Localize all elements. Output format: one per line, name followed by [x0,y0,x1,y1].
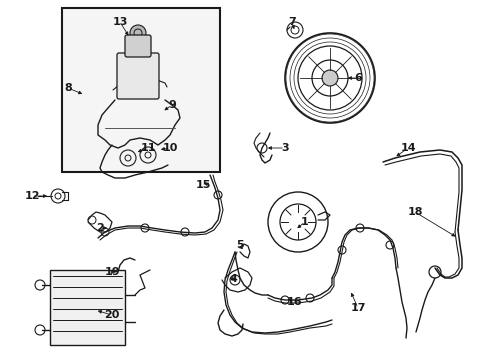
Text: 7: 7 [287,17,295,27]
Text: 6: 6 [353,73,361,83]
Text: 11: 11 [140,143,156,153]
Text: 12: 12 [24,191,40,201]
Circle shape [321,70,337,86]
Text: 8: 8 [64,83,72,93]
FancyBboxPatch shape [117,53,159,99]
Bar [62,8,220,172]
Text: 13: 13 [112,17,127,27]
Text: 15: 15 [195,180,210,190]
Text: 1: 1 [301,217,308,227]
Circle shape [130,25,146,41]
Text: 19: 19 [104,267,120,277]
Text: 3: 3 [281,143,288,153]
FancyBboxPatch shape [125,35,151,57]
Text: 17: 17 [349,303,365,313]
Bar [50,270,125,345]
Text: 14: 14 [399,143,415,153]
Text: 18: 18 [407,207,422,217]
Text: 2: 2 [96,223,103,233]
Text: 16: 16 [286,297,302,307]
Text: 20: 20 [104,310,120,320]
Text: 5: 5 [236,240,244,250]
Text: 9: 9 [168,100,176,110]
Text: 4: 4 [228,274,237,284]
Text: 10: 10 [162,143,177,153]
